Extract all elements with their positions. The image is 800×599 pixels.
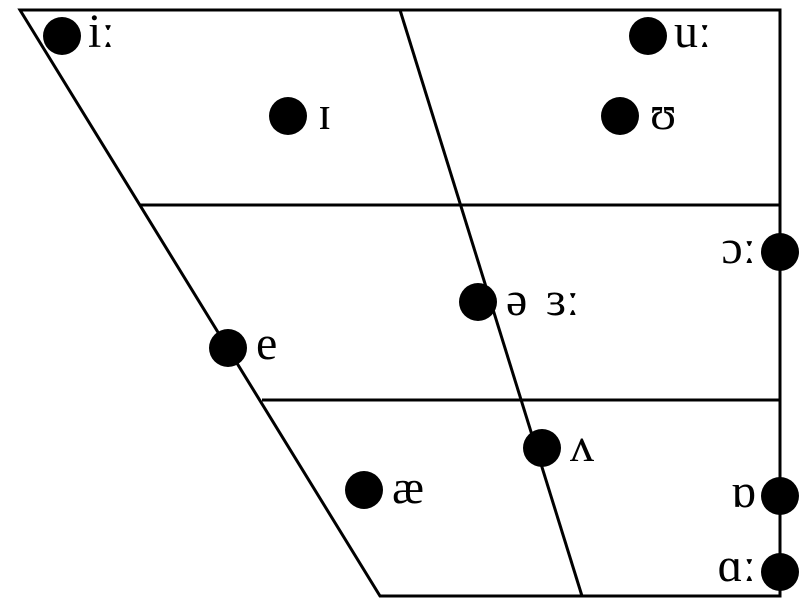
vowel-dot-turned-a: [761, 477, 799, 515]
vowel-label-turned-a: ɒ: [731, 465, 756, 518]
vowel-label-schwa: ə: [506, 273, 527, 326]
vowel-dot-upsilon: [601, 97, 639, 135]
vowel-dot-open-o: [761, 233, 799, 271]
vowel-label-i-long: iː: [88, 5, 115, 58]
vowel-label-open-o: ɔː: [721, 221, 756, 274]
vowel-dot-a-long: [761, 553, 799, 591]
vowel-trapezoid-chart: iː uː ɪ ʊ ɔː əɜː e ʌ æ ɒ ɑː: [0, 0, 800, 599]
vowel-dot-caret: [523, 429, 561, 467]
vowel-label-a-long: ɑː: [718, 539, 756, 592]
vowel-dot-small-i: [269, 97, 307, 135]
vowel-dot-ash: [345, 471, 383, 509]
vowel-label-ash: æ: [392, 461, 424, 514]
vowel-label-caret: ʌ: [570, 419, 594, 472]
vowel-dot-e: [209, 329, 247, 367]
vowel-label-e: e: [256, 317, 277, 370]
vowel-dot-schwa: [459, 283, 497, 321]
vowel-labels: iː uː ɪ ʊ ɔː əɜː e ʌ æ ɒ ɑː: [88, 5, 756, 592]
vowel-dot-i-long: [43, 17, 81, 55]
vowel-label-schwa-extra: ɜː: [546, 273, 580, 326]
vowel-label-small-i: ɪ: [318, 87, 331, 140]
vowel-dot-u-long: [629, 17, 667, 55]
vowel-label-u-long: uː: [674, 5, 711, 58]
vowel-label-upsilon: ʊ: [650, 87, 676, 140]
